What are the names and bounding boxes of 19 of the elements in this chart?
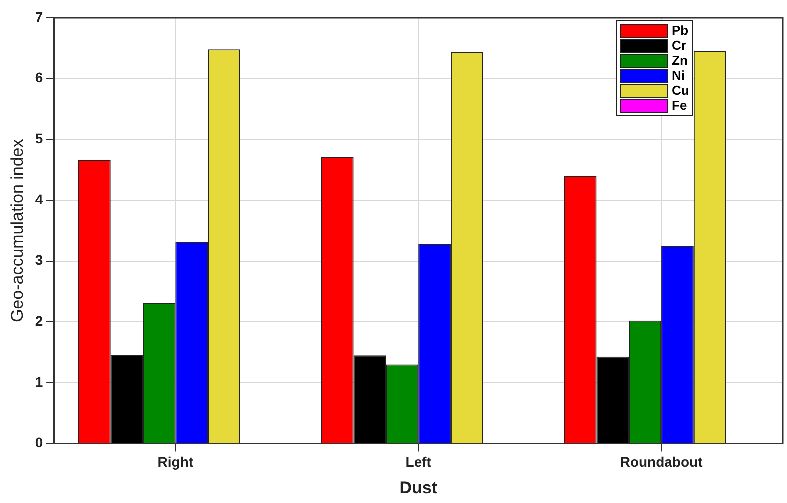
y-axis-title: Geo-accumulation index [8, 138, 27, 323]
legend-label: Fe [672, 98, 688, 113]
y-tick-label: 3 [35, 252, 44, 268]
legend-label: Zn [672, 53, 688, 68]
y-tick-label: 6 [35, 70, 44, 86]
x-tick-label: Right [158, 454, 194, 470]
x-axis-title: Dust [400, 478, 438, 498]
y-tick-label: 5 [35, 130, 44, 147]
x-tick-label: Left [406, 454, 432, 470]
legend-label: Cu [672, 83, 690, 98]
y-tick-label: 4 [35, 191, 44, 208]
y-tick-label: 7 [35, 8, 44, 25]
x-tick-label: Roundabout [620, 454, 704, 470]
y-tick-label: 0 [35, 434, 44, 451]
legend-label: Pb [672, 23, 689, 38]
y-tick-label: 1 [35, 374, 44, 390]
y-tick-label: 2 [35, 313, 44, 329]
legend-label: Ni [672, 68, 685, 83]
legend-label: Cr [672, 38, 686, 53]
